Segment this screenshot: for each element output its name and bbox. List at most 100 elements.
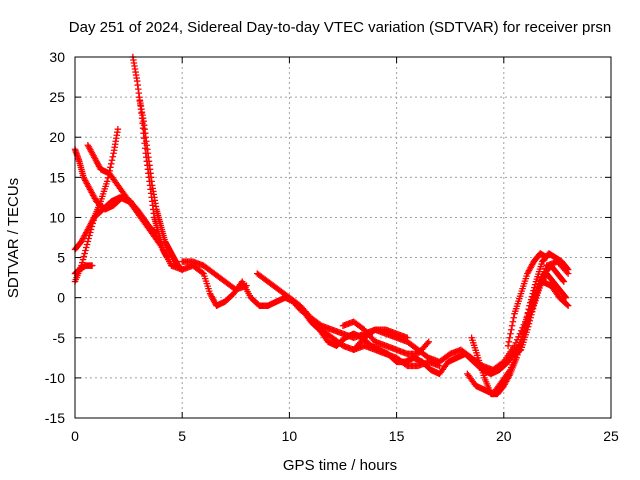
data-point bbox=[425, 338, 433, 346]
y-tick-label: 30 bbox=[49, 49, 65, 65]
data-point bbox=[474, 354, 482, 362]
data-point bbox=[203, 280, 211, 287]
x-tick-label: 20 bbox=[496, 428, 512, 444]
data-point bbox=[513, 302, 521, 310]
data-point bbox=[99, 190, 107, 198]
series-track-16 bbox=[511, 270, 570, 358]
data-point bbox=[511, 356, 518, 364]
data-point bbox=[102, 183, 109, 190]
y-tick-label: 10 bbox=[49, 209, 65, 225]
data-point bbox=[103, 180, 110, 188]
data-point bbox=[477, 362, 484, 369]
data-point bbox=[508, 326, 515, 334]
data-point bbox=[205, 285, 212, 292]
data-point bbox=[533, 275, 541, 283]
data-point bbox=[85, 235, 92, 242]
data-point bbox=[98, 195, 105, 203]
data-point bbox=[206, 287, 213, 295]
data-point bbox=[518, 344, 526, 351]
data-point bbox=[404, 334, 411, 342]
data-point bbox=[532, 294, 540, 302]
data-point bbox=[537, 263, 545, 270]
data-point bbox=[90, 217, 97, 224]
data-point bbox=[524, 326, 531, 334]
data-point bbox=[83, 241, 91, 248]
chart-title: Day 251 of 2024, Sidereal Day-to-day VTE… bbox=[69, 19, 611, 36]
data-point bbox=[518, 287, 526, 295]
data-point bbox=[510, 359, 517, 366]
data-point bbox=[474, 352, 481, 359]
data-point bbox=[519, 341, 526, 349]
y-tick-label: 20 bbox=[49, 129, 65, 145]
data-point bbox=[563, 301, 571, 308]
data-point bbox=[535, 268, 543, 275]
data-point bbox=[526, 317, 534, 324]
data-point bbox=[520, 336, 528, 344]
data-point bbox=[517, 346, 525, 354]
data-point bbox=[523, 329, 530, 336]
x-tick-label: 0 bbox=[71, 428, 79, 444]
y-tick-label: -15 bbox=[45, 410, 65, 426]
data-point bbox=[478, 364, 485, 372]
y-tick-label: 0 bbox=[57, 290, 65, 306]
data-point bbox=[516, 292, 524, 300]
data-point bbox=[532, 297, 539, 304]
data-point bbox=[107, 164, 114, 171]
data-point bbox=[86, 232, 93, 239]
data-point bbox=[517, 290, 525, 297]
data-point bbox=[506, 366, 514, 374]
data-point bbox=[529, 290, 536, 297]
data-point bbox=[88, 262, 96, 269]
data-point bbox=[530, 287, 537, 294]
data-point bbox=[532, 278, 540, 285]
data-point bbox=[564, 302, 572, 309]
y-tick-label: 5 bbox=[57, 250, 65, 266]
data-point bbox=[523, 272, 530, 280]
data-point bbox=[478, 367, 486, 374]
data-point bbox=[163, 254, 171, 261]
data-point bbox=[84, 238, 92, 245]
data-point bbox=[508, 364, 515, 371]
data-point bbox=[536, 284, 543, 292]
data-point bbox=[103, 178, 111, 185]
data-point bbox=[522, 275, 530, 282]
data-point bbox=[535, 270, 542, 278]
data-point bbox=[530, 302, 538, 309]
data-point bbox=[520, 282, 527, 290]
data-point bbox=[78, 259, 86, 266]
data-point bbox=[521, 277, 529, 285]
data-point bbox=[436, 362, 443, 370]
data-point bbox=[100, 188, 108, 195]
series-track-5 bbox=[71, 262, 96, 277]
x-tick-label: 5 bbox=[178, 428, 186, 444]
series-track-17 bbox=[504, 250, 550, 350]
data-point bbox=[516, 295, 523, 302]
data-points bbox=[71, 53, 572, 398]
data-point bbox=[509, 361, 516, 369]
data-point bbox=[114, 125, 122, 133]
data-point bbox=[473, 349, 480, 357]
series-track-2 bbox=[71, 125, 122, 253]
data-point bbox=[88, 223, 96, 230]
x-tick-label: 15 bbox=[389, 428, 405, 444]
data-point bbox=[515, 297, 522, 305]
series-track-11 bbox=[286, 294, 443, 370]
data-point bbox=[534, 289, 542, 297]
data-point bbox=[535, 287, 542, 294]
data-point bbox=[87, 226, 95, 233]
data-point bbox=[243, 282, 250, 289]
data-point bbox=[79, 256, 87, 263]
data-point bbox=[536, 265, 544, 273]
data-point bbox=[479, 369, 487, 377]
data-point bbox=[82, 247, 89, 254]
data-point bbox=[476, 359, 483, 367]
data-point bbox=[201, 272, 208, 280]
x-tick-label: 10 bbox=[282, 428, 298, 444]
data-point bbox=[469, 339, 477, 347]
data-point bbox=[109, 153, 117, 161]
data-point bbox=[506, 334, 513, 342]
data-point bbox=[533, 292, 541, 299]
data-point bbox=[97, 198, 104, 205]
data-point bbox=[511, 310, 518, 317]
